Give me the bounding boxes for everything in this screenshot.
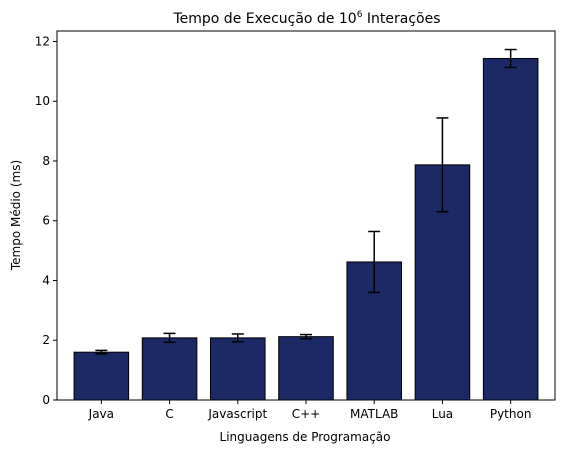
x-tick-label: Java bbox=[88, 407, 114, 421]
y-tick-label: 4 bbox=[42, 273, 50, 287]
chart-title: Tempo de Execução de 106 Interações bbox=[172, 10, 440, 27]
x-tick-label: C bbox=[165, 407, 173, 421]
bar-javascript bbox=[210, 338, 265, 400]
x-tick-label: Python bbox=[490, 407, 532, 421]
y-tick-label: 10 bbox=[35, 94, 50, 108]
x-tick-label: MATLAB bbox=[350, 407, 398, 421]
x-tick-label: Javascript bbox=[207, 407, 267, 421]
y-tick-label: 2 bbox=[42, 333, 50, 347]
x-axis-label: Linguagens de Programação bbox=[220, 430, 391, 444]
y-axis-label: Tempo Médio (ms) bbox=[9, 160, 23, 271]
bar-python bbox=[483, 58, 538, 400]
bar-java bbox=[74, 352, 129, 400]
x-tick-label: Lua bbox=[432, 407, 453, 421]
bar-c bbox=[142, 338, 197, 400]
y-tick-label: 6 bbox=[42, 214, 50, 228]
x-tick-label: C++ bbox=[292, 407, 321, 421]
y-tick-label: 0 bbox=[42, 393, 50, 407]
y-tick-label: 8 bbox=[42, 154, 50, 168]
y-tick-label: 12 bbox=[35, 34, 50, 48]
bar-c- bbox=[279, 337, 334, 400]
plot-area: 0 2 4 6 8 10 12 Java C Javascript C++ MATLAB Lua Pyth… bbox=[35, 31, 555, 421]
